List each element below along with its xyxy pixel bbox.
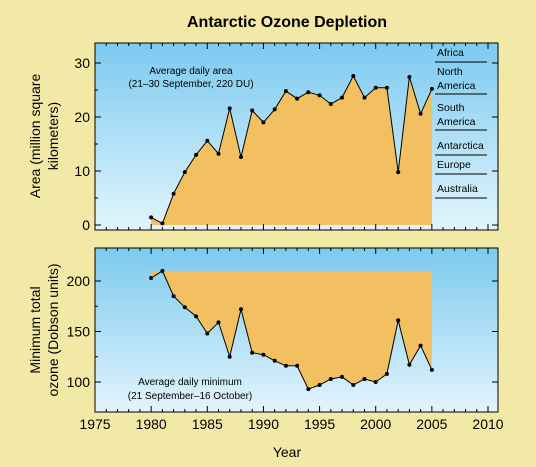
area-data-point	[227, 106, 232, 111]
area-y-tick-label: 10	[74, 163, 90, 179]
x-tick-label: 1975	[79, 416, 110, 432]
ozone-data-point	[149, 276, 154, 280]
ozone-data-point	[328, 377, 333, 381]
ozone-data-point	[283, 363, 288, 368]
area-data-point	[194, 152, 199, 157]
continent-label: Antarctica	[437, 140, 484, 152]
continent-label: America	[437, 80, 476, 92]
continent-label: Africa	[437, 47, 464, 59]
x-tick-label: 2005	[416, 416, 447, 432]
ozone-data-point	[351, 383, 356, 387]
area-data-point	[418, 111, 423, 116]
ozone-data-point	[216, 320, 221, 325]
area-data-point	[261, 120, 266, 125]
ozone-data-point	[227, 354, 232, 359]
ozone-data-point	[306, 387, 311, 392]
area-y-tick-label: 30	[74, 55, 90, 71]
figure-title: Antarctic Ozone Depletion	[187, 14, 387, 31]
ozone-data-point	[396, 318, 401, 323]
area-data-point	[373, 85, 378, 90]
ozone-data-point	[418, 343, 423, 348]
ozone-data-point	[384, 371, 389, 376]
ozone-data-point	[317, 383, 322, 387]
area-filled-area	[151, 76, 432, 225]
x-tick-label: 1985	[192, 416, 223, 432]
x-tick-label: 2000	[360, 416, 391, 432]
continent-reference-list: Africa North America South America Antarctica…	[435, 47, 487, 199]
x-tick-label: 1990	[248, 416, 279, 432]
ozone-data-point	[429, 367, 434, 372]
ozone-data-point	[373, 380, 378, 384]
area-ylabel-line-2: kilometers)	[45, 102, 61, 170]
area-data-point	[362, 95, 367, 100]
ozone-data-point	[261, 352, 266, 357]
area-y-tick-label: 0	[82, 217, 90, 233]
ozone-data-point	[340, 374, 344, 379]
x-tick-label: 2010	[472, 416, 503, 432]
area-data-point	[160, 221, 165, 226]
ozone-data-point	[171, 294, 176, 299]
ozone-y-tick-label: 200	[67, 273, 91, 289]
ozone-data-point	[239, 307, 243, 312]
ozone-data-point	[160, 268, 165, 273]
area-y-tick-label: 20	[74, 109, 90, 125]
x-tick-label: 1995	[304, 416, 335, 432]
area-data-point	[216, 151, 221, 156]
x-axis-label: Year	[273, 444, 302, 460]
area-annotation-line-2: (21–30 September, 220 DU)	[128, 79, 253, 90]
continent-label: Europe	[437, 159, 471, 171]
continent-label: South	[437, 102, 465, 114]
area-data-point	[429, 86, 434, 91]
area-data-point	[340, 95, 344, 100]
area-data-point	[239, 155, 243, 159]
ozone-ylabel-line-1: Minimum total	[27, 286, 43, 373]
x-axis-tick-labels: 1975 1980 1985 1990 1995 2000 2005 2010	[79, 416, 503, 432]
area-data-point	[272, 107, 277, 112]
area-data-point	[171, 191, 176, 196]
x-tick-label: 1980	[136, 416, 167, 432]
ozone-filled-area	[151, 270, 432, 390]
ozone-data-point	[250, 350, 255, 355]
area-plot-frame	[94, 42, 499, 231]
area-data-point	[295, 96, 300, 101]
ozone-data-point	[194, 314, 199, 319]
area-data-point	[407, 75, 412, 79]
ozone-ylabel-line-2: ozone (Dobson units)	[45, 263, 61, 396]
ozone-series-line	[150, 270, 433, 390]
area-data-point	[317, 93, 322, 98]
area-annotation-line-1: Average daily area	[149, 66, 233, 77]
area-data-point	[149, 215, 154, 220]
ozone-data-point	[205, 331, 210, 336]
continent-label: North	[437, 66, 463, 78]
ozone-y-tick-label: 150	[67, 324, 91, 340]
area-data-point	[351, 74, 356, 78]
ozone-y-tick-label: 100	[67, 374, 91, 390]
ozone-data-point	[272, 358, 277, 363]
area-data-point	[283, 89, 288, 94]
ozone-plot-frame	[94, 247, 499, 413]
area-data-point	[306, 90, 311, 95]
area-data-point	[205, 138, 210, 143]
area-data-point	[328, 102, 333, 106]
ozone-annotation-line-1: Average daily minimum	[138, 377, 242, 388]
area-data-point	[250, 108, 255, 113]
area-data-point	[182, 170, 187, 175]
area-data-point	[396, 170, 401, 175]
ozone-annotation-line-2: (21 September–16 October)	[128, 391, 253, 402]
ozone-data-point	[182, 305, 187, 310]
ozone-panel: 100 150 200 Average daily minimum (21 Sept…	[27, 247, 499, 413]
area-ylabel-line-1: Area (million square	[27, 74, 43, 199]
area-data-point	[384, 85, 389, 90]
ozone-data-point	[295, 363, 300, 368]
continent-label: America	[437, 116, 476, 128]
area-panel: 0 10 20 30 Average daily area (21–30 Septem…	[27, 42, 499, 233]
continent-label: Australia	[437, 183, 478, 195]
ozone-data-point	[407, 362, 412, 367]
ozone-data-point	[362, 377, 367, 381]
